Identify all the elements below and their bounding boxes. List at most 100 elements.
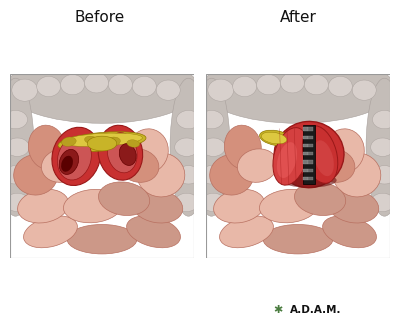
Ellipse shape: [282, 173, 337, 188]
Ellipse shape: [277, 142, 297, 178]
Ellipse shape: [0, 78, 34, 216]
Bar: [308, 177, 313, 180]
Ellipse shape: [220, 216, 274, 248]
Ellipse shape: [322, 216, 376, 248]
Ellipse shape: [176, 166, 200, 184]
Ellipse shape: [274, 121, 344, 188]
Ellipse shape: [108, 75, 132, 95]
Ellipse shape: [126, 216, 180, 248]
Ellipse shape: [37, 76, 61, 97]
Text: ✱: ✱: [273, 305, 283, 315]
Ellipse shape: [210, 155, 254, 195]
Bar: [303, 144, 308, 147]
Ellipse shape: [132, 189, 183, 223]
Bar: [308, 169, 313, 172]
Bar: [303, 152, 308, 156]
Ellipse shape: [58, 137, 91, 180]
Bar: [308, 127, 313, 131]
Ellipse shape: [200, 166, 224, 184]
Ellipse shape: [58, 132, 146, 152]
Ellipse shape: [175, 138, 199, 156]
Ellipse shape: [98, 125, 143, 180]
Bar: [308, 160, 313, 164]
Ellipse shape: [132, 76, 156, 97]
Ellipse shape: [352, 80, 376, 100]
Ellipse shape: [61, 75, 84, 95]
Ellipse shape: [372, 166, 396, 184]
Ellipse shape: [202, 138, 225, 156]
Bar: [308, 144, 313, 147]
Bar: [308, 152, 313, 156]
Ellipse shape: [4, 166, 28, 184]
Ellipse shape: [260, 189, 318, 223]
Ellipse shape: [87, 136, 117, 151]
Ellipse shape: [208, 79, 234, 101]
Ellipse shape: [61, 156, 73, 172]
Text: After: After: [280, 10, 316, 25]
Ellipse shape: [201, 53, 394, 123]
Ellipse shape: [24, 216, 78, 248]
Ellipse shape: [14, 155, 58, 195]
Ellipse shape: [257, 75, 280, 95]
Ellipse shape: [62, 137, 76, 146]
Ellipse shape: [304, 75, 328, 95]
Bar: [303, 169, 308, 172]
Ellipse shape: [128, 129, 168, 173]
Text: Before: Before: [75, 10, 125, 25]
Ellipse shape: [64, 189, 122, 223]
Ellipse shape: [273, 128, 308, 185]
Ellipse shape: [175, 193, 199, 212]
Ellipse shape: [261, 132, 287, 144]
Ellipse shape: [263, 225, 333, 254]
Ellipse shape: [59, 149, 78, 174]
Ellipse shape: [119, 149, 159, 182]
Ellipse shape: [224, 125, 261, 169]
Ellipse shape: [294, 182, 346, 215]
Ellipse shape: [193, 78, 230, 216]
Ellipse shape: [260, 130, 292, 146]
Ellipse shape: [12, 79, 38, 101]
Ellipse shape: [302, 126, 338, 183]
Ellipse shape: [84, 73, 108, 93]
Ellipse shape: [5, 193, 29, 212]
Ellipse shape: [67, 225, 137, 254]
Ellipse shape: [170, 78, 207, 216]
Ellipse shape: [328, 76, 352, 97]
Text: A.D.A.M.: A.D.A.M.: [290, 305, 342, 315]
Ellipse shape: [333, 153, 381, 197]
Ellipse shape: [202, 193, 225, 212]
Ellipse shape: [119, 144, 136, 165]
Ellipse shape: [328, 189, 379, 223]
Ellipse shape: [42, 149, 82, 182]
Ellipse shape: [314, 140, 334, 176]
Ellipse shape: [98, 182, 150, 215]
Ellipse shape: [18, 189, 69, 223]
Ellipse shape: [84, 136, 97, 144]
Ellipse shape: [107, 132, 137, 173]
Ellipse shape: [156, 80, 180, 100]
Ellipse shape: [5, 138, 29, 156]
Ellipse shape: [233, 76, 257, 97]
Ellipse shape: [214, 189, 265, 223]
Ellipse shape: [371, 193, 394, 212]
Ellipse shape: [372, 110, 396, 129]
Ellipse shape: [324, 129, 364, 173]
Ellipse shape: [106, 137, 120, 146]
Ellipse shape: [280, 73, 304, 93]
Ellipse shape: [315, 149, 355, 182]
Ellipse shape: [371, 138, 394, 156]
Ellipse shape: [137, 153, 185, 197]
Ellipse shape: [176, 110, 200, 129]
Ellipse shape: [52, 127, 100, 186]
Ellipse shape: [366, 78, 400, 216]
Bar: [303, 136, 308, 139]
Ellipse shape: [127, 140, 140, 147]
Ellipse shape: [200, 110, 224, 129]
Bar: [303, 177, 308, 180]
Bar: [308, 136, 313, 139]
Ellipse shape: [62, 133, 142, 147]
Bar: [303, 160, 308, 164]
Ellipse shape: [4, 110, 28, 129]
Bar: [303, 127, 308, 131]
Ellipse shape: [28, 125, 65, 169]
